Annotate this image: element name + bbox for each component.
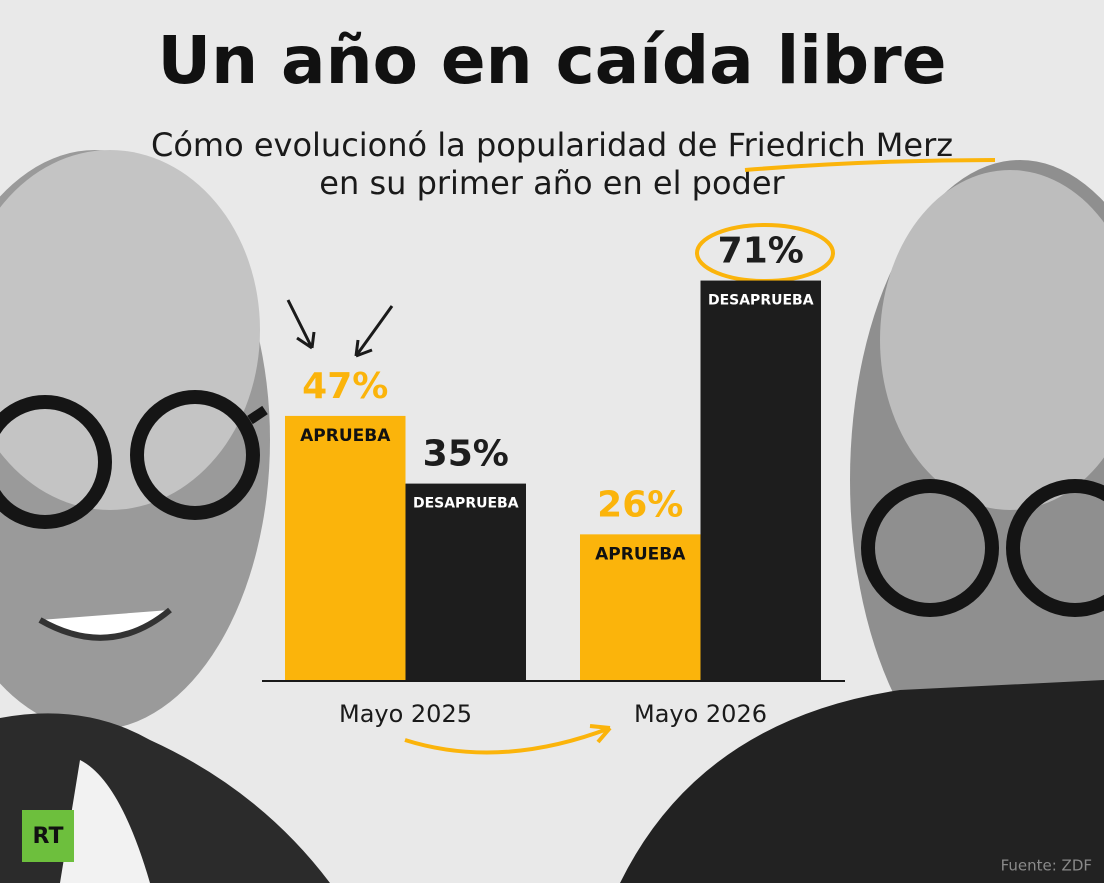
value-label: 71% bbox=[718, 231, 804, 272]
bar-category-label: DESAPRUEBA bbox=[413, 496, 519, 512]
x-tick-label: Mayo 2025 bbox=[339, 700, 472, 728]
value-label: 35% bbox=[423, 434, 509, 475]
underline bbox=[744, 158, 996, 172]
logo: RT bbox=[33, 824, 64, 849]
arrow bbox=[354, 305, 394, 358]
bar bbox=[580, 534, 701, 681]
bar bbox=[700, 280, 821, 681]
portrait-left bbox=[0, 150, 330, 883]
x-tick-label: Mayo 2026 bbox=[634, 700, 767, 728]
bar-category-label: APRUEBA bbox=[595, 544, 686, 564]
bar-category-label: DESAPRUEBA bbox=[708, 293, 814, 309]
bar bbox=[285, 415, 406, 681]
subtitle: Cómo evolucionó la popularidad de Friedr… bbox=[151, 126, 953, 164]
trend-arrow bbox=[404, 724, 612, 755]
plot: Mayo 2025 APRUEBA 47% DESAPRUEBA 35% Mayo 202… bbox=[285, 231, 821, 728]
bar bbox=[405, 483, 526, 681]
subtitle: en su primer año en el poder bbox=[319, 164, 785, 202]
value-label: 47% bbox=[302, 366, 388, 407]
title: Un año en caída libre bbox=[158, 22, 947, 99]
portrait-right bbox=[620, 160, 1104, 883]
arrow bbox=[286, 299, 316, 350]
value-label: 26% bbox=[597, 484, 683, 525]
bar-category-label: APRUEBA bbox=[300, 426, 391, 446]
logo-box bbox=[22, 810, 74, 862]
source: Fuente: ZDF bbox=[1001, 857, 1092, 875]
